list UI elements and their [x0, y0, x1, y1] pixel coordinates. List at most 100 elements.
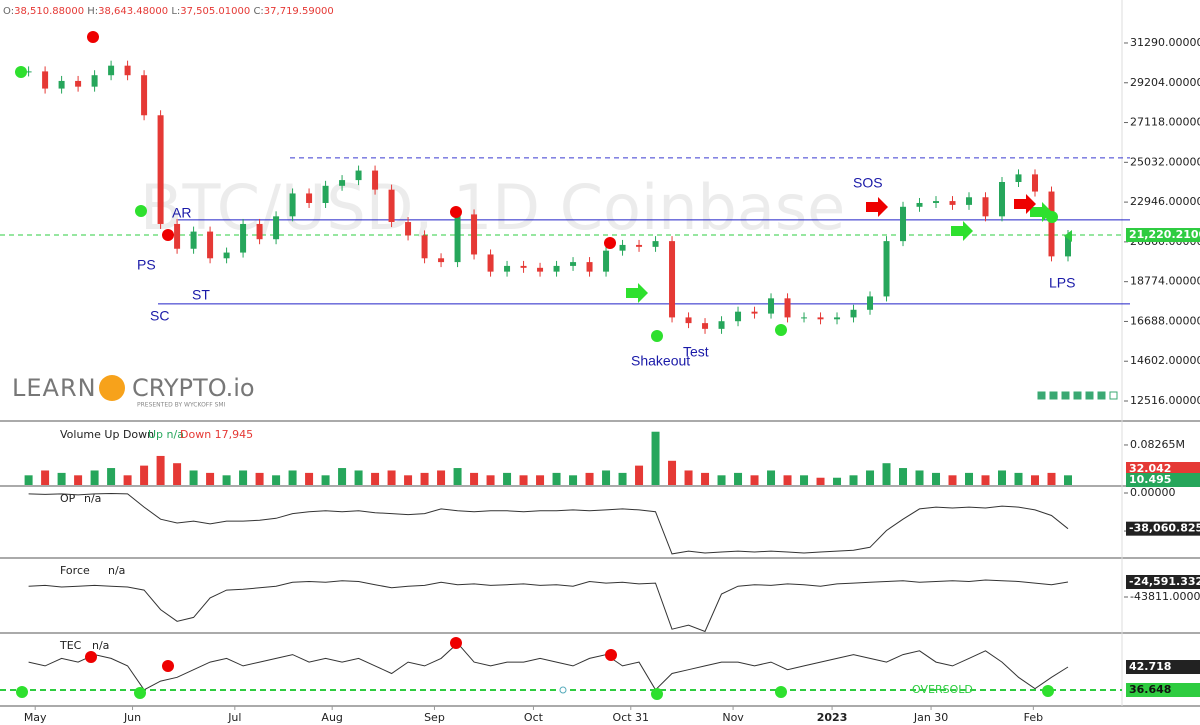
volume-bar — [107, 468, 116, 485]
oversold-label: OVERSOLD — [912, 683, 973, 696]
status-square — [1037, 391, 1046, 400]
volume-bar — [602, 470, 611, 485]
panel-status: n/a — [84, 492, 101, 505]
volume-bar — [288, 470, 297, 485]
candle — [273, 216, 280, 240]
volume-bar — [882, 463, 891, 485]
candle — [306, 193, 313, 203]
candle — [91, 75, 98, 87]
candle — [240, 223, 247, 253]
volume-bar — [272, 475, 281, 485]
volume-bar — [486, 475, 495, 485]
annotation: AR — [172, 205, 191, 221]
signal-dot — [162, 660, 174, 672]
volume-bar — [816, 477, 825, 485]
volume-bar — [74, 475, 83, 485]
ohlc-value: 38,643.48000 — [98, 6, 168, 17]
volume-bar — [750, 475, 759, 485]
annotation: ST — [192, 287, 210, 303]
volume-bar — [1047, 472, 1056, 485]
status-square — [1109, 391, 1118, 400]
volume-bar — [998, 470, 1007, 485]
volume-bar — [1014, 472, 1023, 485]
candle — [702, 323, 709, 329]
candle — [75, 80, 82, 87]
volume-bar — [371, 472, 380, 485]
signal-dot — [559, 686, 567, 694]
volume-value-label: 32.042 — [1129, 462, 1171, 475]
candle — [42, 71, 49, 89]
volume-bar — [948, 475, 957, 485]
logo-tagline: PRESENTED BY WYCKOFF SMI — [137, 402, 226, 409]
candle — [372, 170, 379, 190]
candle — [471, 214, 478, 255]
volume-bar — [519, 475, 528, 485]
status-square — [1097, 391, 1106, 400]
volume-bar — [437, 470, 446, 485]
x-tick-label: Jun — [123, 711, 141, 724]
candle — [438, 258, 445, 263]
last-value-label-box — [1126, 228, 1200, 243]
volume-bar — [849, 475, 858, 485]
candle — [487, 254, 494, 272]
candle — [355, 170, 362, 181]
candle — [405, 222, 412, 236]
signal-dot — [135, 205, 147, 217]
ohlc-header: O:38,510.88000 H:38,643.48000 L:37,505.0… — [3, 6, 334, 17]
signal-dot — [604, 237, 616, 249]
logo-learn: LEARN — [12, 374, 97, 402]
candle — [553, 265, 560, 272]
x-tick-label: Sep — [424, 711, 445, 724]
y-tick-label: 16688.00000 — [1130, 314, 1200, 327]
candle — [982, 197, 989, 217]
ohlc-label: L: — [171, 6, 180, 17]
candle — [25, 71, 32, 73]
volume-bar — [734, 472, 743, 485]
volume-bar — [536, 475, 545, 485]
volume-bar — [585, 472, 594, 485]
y-tick-label: 12516.00000 — [1130, 394, 1200, 407]
x-tick-label: Feb — [1024, 711, 1043, 724]
volume-bar — [701, 472, 710, 485]
candle — [58, 80, 65, 89]
signal-arrow — [626, 283, 648, 303]
y-tick-label: 0.08265M — [1130, 438, 1185, 451]
signal-arrow — [1014, 194, 1036, 214]
status-square — [1073, 391, 1082, 400]
y-tick-label: -43811.00000 — [1130, 590, 1200, 603]
indicator-line — [28, 642, 1069, 691]
candle — [718, 321, 725, 329]
volume-bar — [684, 470, 693, 485]
candle — [190, 231, 197, 249]
ohlc-label: O: — [3, 6, 14, 17]
signal-dot — [87, 31, 99, 43]
candle — [141, 75, 148, 116]
volume-bar — [981, 475, 990, 485]
panel-title: OP — [60, 492, 76, 505]
candle — [966, 197, 973, 205]
volume-bar — [1064, 475, 1072, 485]
volume-bar — [420, 472, 429, 485]
candle — [586, 262, 593, 272]
volume-bar — [470, 472, 479, 485]
volume-bar — [899, 468, 908, 485]
signal-dot — [15, 66, 27, 78]
y-tick-label: 14602.00000 — [1130, 354, 1200, 367]
candle — [1048, 191, 1055, 257]
volume-bar — [503, 472, 512, 485]
volume-bar — [833, 477, 842, 485]
signal-dot — [450, 206, 462, 218]
panel-status: n/a — [108, 564, 125, 577]
candle — [421, 235, 428, 259]
annotation: SC — [150, 308, 169, 324]
candle — [834, 317, 841, 320]
candle — [1065, 235, 1071, 257]
x-tick-label: Oct 31 — [613, 711, 650, 724]
candle — [784, 298, 791, 318]
candle — [900, 206, 907, 242]
last-value-label-box — [1126, 574, 1200, 589]
volume-bar — [965, 472, 974, 485]
candle — [619, 244, 626, 251]
volume-bar — [866, 470, 875, 485]
